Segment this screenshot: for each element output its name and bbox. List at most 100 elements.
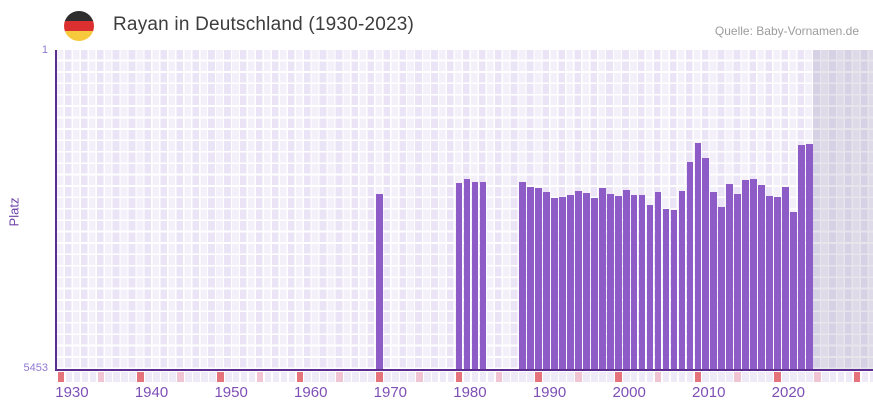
x-tick-1990: 1990 — [532, 384, 567, 401]
rank-bar-1989[interactable] — [535, 188, 542, 369]
year-marker — [805, 372, 813, 382]
y-axis-bottom-tick-label: 5453 — [23, 362, 48, 374]
rank-bar-1999[interactable] — [614, 196, 622, 369]
year-marker-pink — [256, 372, 264, 382]
year-marker — [368, 372, 375, 382]
year-marker — [766, 372, 773, 382]
x-tick-1940: 1940 — [134, 384, 169, 401]
rank-bar-2002[interactable] — [638, 195, 646, 369]
year-marker — [726, 372, 733, 382]
rank-bar-1992[interactable] — [559, 196, 566, 369]
rank-bar-2009[interactable] — [694, 142, 702, 369]
x-tick-2000: 2000 — [612, 384, 646, 401]
rank-bar-1987[interactable] — [519, 182, 527, 369]
rank-bar-1969[interactable] — [376, 193, 383, 369]
year-marker — [567, 372, 574, 382]
rank-bar-2023[interactable] — [805, 144, 813, 369]
year-marker — [161, 372, 168, 382]
rank-bar-1990[interactable] — [543, 192, 550, 369]
year-marker — [232, 372, 240, 382]
year-marker — [352, 372, 359, 382]
rank-bar-2017[interactable] — [758, 185, 765, 369]
year-marker-pink — [495, 372, 503, 382]
rank-bar-2014[interactable] — [734, 193, 741, 369]
future-no-data-shade — [813, 50, 873, 369]
rank-bar-1982[interactable] — [479, 182, 487, 369]
year-marker — [670, 372, 678, 382]
year-marker — [145, 372, 152, 382]
rank-bar-2018[interactable] — [766, 196, 773, 369]
year-marker-red — [614, 372, 622, 382]
year-marker-red — [853, 372, 861, 382]
year-marker — [328, 372, 335, 382]
rank-bar-2021[interactable] — [790, 212, 797, 369]
year-marker — [272, 372, 280, 382]
rank-bar-2015[interactable] — [742, 179, 749, 369]
year-marker — [845, 372, 853, 382]
chart-title: Rayan in Deutschland (1930-2023) — [113, 14, 415, 35]
rank-bar-1991[interactable] — [551, 197, 558, 369]
year-marker — [821, 372, 829, 382]
year-marker — [527, 372, 534, 382]
year-marker — [264, 372, 272, 382]
year-marker — [224, 372, 232, 382]
rank-bar-1988[interactable] — [527, 186, 534, 369]
rank-bar-1993[interactable] — [567, 195, 574, 369]
year-marker — [407, 372, 415, 382]
rank-bar-2010[interactable] — [702, 158, 710, 369]
rank-bar-2001[interactable] — [630, 195, 638, 369]
rank-bar-1980[interactable] — [463, 179, 471, 369]
rank-bar-2013[interactable] — [726, 183, 733, 369]
rank-bar-2008[interactable] — [686, 161, 694, 369]
rank-bar-2005[interactable] — [662, 209, 670, 369]
rank-bar-2016[interactable] — [750, 179, 757, 369]
year-marker — [782, 372, 789, 382]
year-marker — [208, 372, 216, 382]
year-marker — [487, 372, 495, 382]
rank-bar-2011[interactable] — [710, 192, 718, 369]
year-marker — [686, 372, 694, 382]
year-marker — [344, 372, 351, 382]
source-attribution: Quelle: Baby-Vornamen.de — [714, 24, 859, 38]
rank-bar-1997[interactable] — [598, 188, 606, 369]
year-marker — [463, 372, 471, 382]
rank-bar-2022[interactable] — [797, 144, 805, 369]
rank-bar-2003[interactable] — [646, 205, 654, 369]
rank-bar-1995[interactable] — [583, 193, 590, 369]
year-marker-red — [296, 372, 304, 382]
year-marker-pink — [575, 372, 582, 382]
rank-bar-2012[interactable] — [718, 206, 726, 369]
x-axis-tick-labels: 1930 1940 1950 1960 1970 1980 1990 2000 2010 2020 — [55, 384, 873, 404]
rank-bar-2004[interactable] — [654, 192, 662, 369]
rank-bar-1979[interactable] — [455, 182, 463, 369]
rank-bar-2000[interactable] — [622, 189, 630, 369]
year-marker — [710, 372, 718, 382]
year-marker-red — [57, 372, 65, 382]
year-marker — [392, 372, 399, 382]
plot-area — [55, 50, 873, 371]
year-marker — [861, 372, 869, 382]
year-marker — [423, 372, 431, 382]
year-marker — [750, 372, 757, 382]
rank-bar-2007[interactable] — [678, 190, 686, 369]
year-marker — [583, 372, 590, 382]
year-marker — [248, 372, 256, 382]
year-marker-red — [216, 372, 224, 382]
rank-bar-2019[interactable] — [774, 196, 781, 369]
rank-bar-2020[interactable] — [782, 186, 789, 369]
year-marker — [797, 372, 805, 382]
rank-bar-1981[interactable] — [471, 182, 479, 369]
rank-bar-1998[interactable] — [606, 193, 614, 369]
year-marker — [312, 372, 320, 382]
year-marker — [829, 372, 837, 382]
year-marker — [559, 372, 566, 382]
rank-bar-2006[interactable] — [670, 210, 678, 369]
rank-bar-1994[interactable] — [575, 190, 582, 369]
year-marker — [399, 372, 407, 382]
year-marker — [790, 372, 797, 382]
year-marker — [503, 372, 511, 382]
year-marker — [81, 372, 89, 382]
year-marker — [551, 372, 558, 382]
rank-bar-1996[interactable] — [591, 197, 598, 369]
